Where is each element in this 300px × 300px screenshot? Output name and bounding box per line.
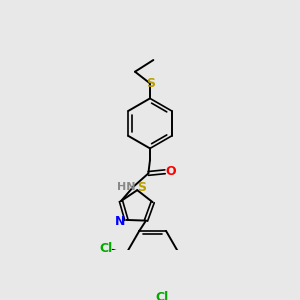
Text: Cl: Cl xyxy=(155,291,169,300)
Text: HN: HN xyxy=(117,182,135,192)
Text: N: N xyxy=(116,215,126,228)
Text: S: S xyxy=(137,181,146,194)
Text: O: O xyxy=(166,165,176,178)
Text: Cl: Cl xyxy=(99,242,112,255)
Text: S: S xyxy=(146,77,155,90)
